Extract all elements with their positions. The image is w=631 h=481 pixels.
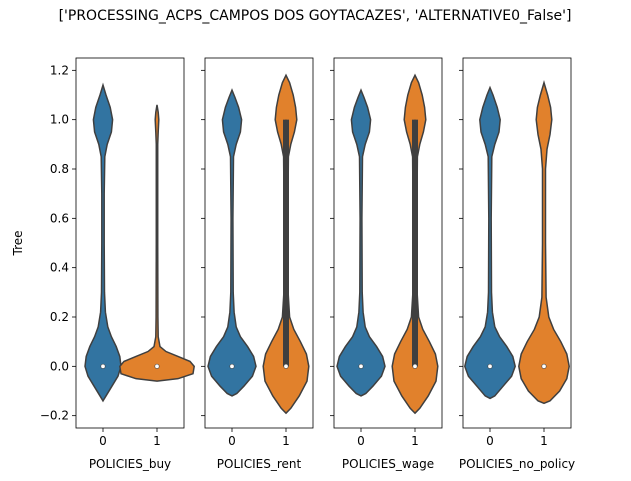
x-tick-label: 1 (411, 434, 419, 448)
violin-1 (119, 104, 195, 382)
y-tick-label: 0.2 (50, 310, 69, 324)
y-tick-label: 0.0 (50, 359, 69, 373)
violin-0 (464, 85, 516, 400)
x-tick-label: 0 (486, 434, 494, 448)
y-tick-label: 1.2 (50, 63, 69, 77)
violin-median-dot (541, 363, 547, 369)
x-tick-label: 1 (540, 434, 548, 448)
x-axis-label: POLICIES_rent (217, 457, 302, 471)
y-tick-label: 0.6 (50, 211, 69, 225)
x-axis-label: POLICIES_wage (342, 457, 434, 471)
panel-POLICIES_wage: POLICIES_wage 0 1 (330, 57, 443, 471)
y-tick-label: 1.0 (50, 113, 69, 127)
y-tick-label: 0.8 (50, 162, 69, 176)
y-tick-label: −0.2 (40, 409, 69, 423)
violin-median-dot (229, 363, 235, 369)
violin-median-dot (100, 363, 106, 369)
violin-median-dot (412, 363, 418, 369)
violin-0 (84, 82, 122, 403)
y-tick-label: 0.4 (50, 261, 69, 275)
violin-1 (518, 79, 570, 405)
x-axis-label: POLICIES_buy (89, 457, 171, 471)
violin-iqr-box (283, 119, 289, 367)
violin-median-dot (283, 363, 289, 369)
x-tick-label: 1 (153, 434, 161, 448)
violin-iqr-box (412, 119, 418, 367)
chart-title: ['PROCESSING_ACPS_CAMPOS DOS GOYTACAZES'… (59, 8, 572, 24)
x-tick-label: 1 (282, 434, 290, 448)
panel-frame (75, 57, 185, 429)
y-axis-label: Tree (11, 230, 25, 256)
x-axis-label: POLICIES_no_policy (459, 457, 575, 471)
panel-frame (462, 57, 572, 429)
violin-0 (207, 88, 257, 397)
violin-median-dot (358, 363, 364, 369)
panel-POLICIES_rent: POLICIES_rent 0 1 (201, 57, 314, 471)
x-tick-label: 0 (228, 434, 236, 448)
panel-frame (333, 57, 443, 429)
panel-frame (204, 57, 314, 429)
x-tick-label: 0 (99, 434, 107, 448)
violin-median-dot (487, 363, 493, 369)
panel-POLICIES_buy: −0.2 0.0 0.2 0.4 0.6 0.8 1.0 1.2 POLICIES_buy 0 1 (40, 57, 195, 471)
violin-0 (336, 88, 386, 397)
x-tick-label: 0 (357, 434, 365, 448)
violin-median-dot (154, 363, 160, 369)
panel-POLICIES_no_policy: POLICIES_no_policy 0 1 (459, 57, 575, 471)
